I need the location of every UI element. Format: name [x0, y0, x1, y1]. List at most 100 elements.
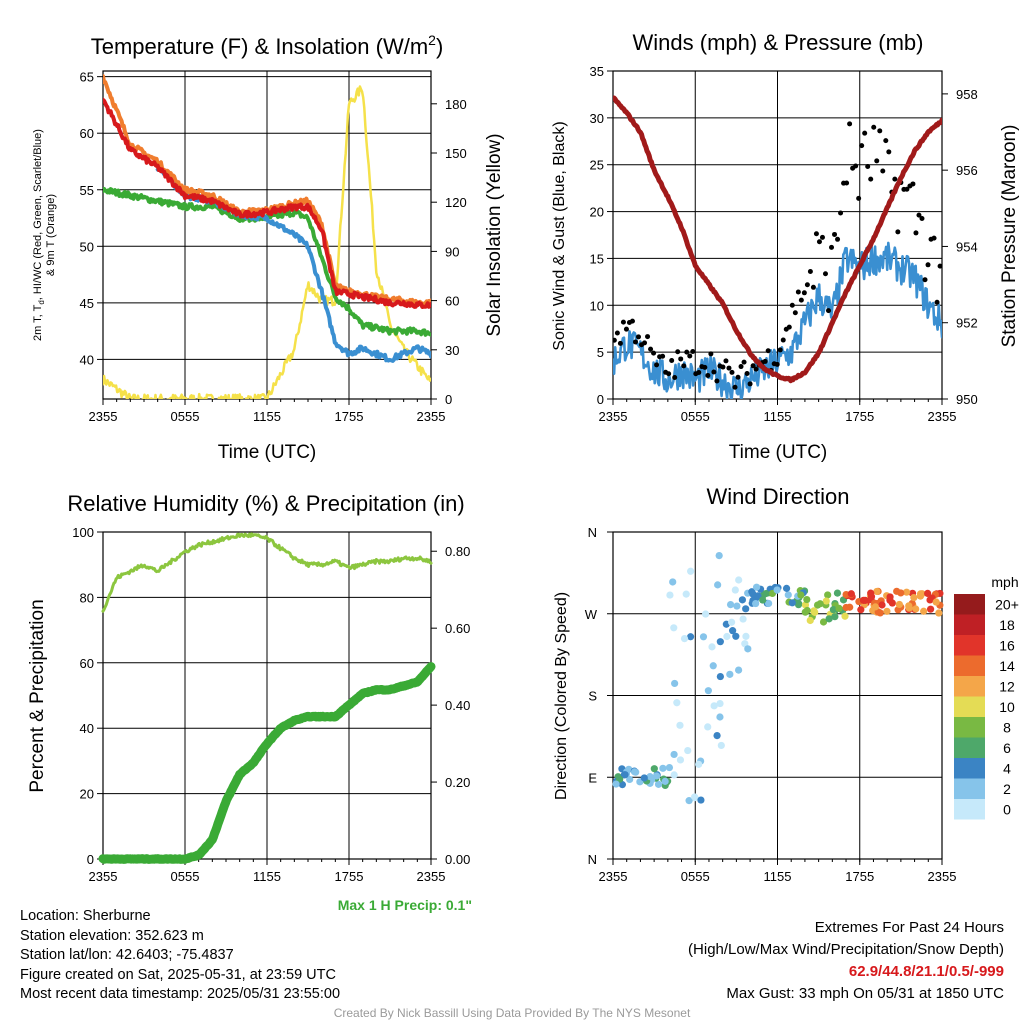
pressure-ytick-label: 958 — [956, 87, 978, 102]
direction-point — [916, 590, 925, 598]
elevation-text: Station elevation: 352.623 m — [20, 927, 204, 944]
insolation-ytick-label: 60 — [445, 294, 459, 309]
gust-point — [810, 284, 816, 290]
gust-point — [654, 362, 660, 368]
legend-swatch — [954, 737, 985, 758]
wind-y-label: Sonic Wind & Gust (Blue, Black) — [551, 121, 568, 350]
direction-point — [733, 602, 741, 610]
direction-point — [910, 593, 918, 602]
direction-point — [744, 645, 752, 653]
direction-point — [666, 591, 674, 599]
gust-point — [883, 138, 889, 144]
dir-xtick-label: 1155 — [764, 869, 792, 884]
created-text: Figure created on Sat, 2025-05-31, at 23… — [20, 966, 336, 983]
gust-point — [825, 308, 831, 314]
gust-point — [747, 381, 753, 387]
direction-point — [714, 581, 722, 589]
humidity-y-label: Percent & Precipitation — [27, 599, 48, 792]
direction-y-label: Direction (Colored By Speed) — [553, 592, 570, 800]
direction-point — [640, 774, 648, 782]
dir-ytick-label: S — [588, 689, 597, 704]
temp-plot-area — [103, 74, 431, 399]
direction-point — [867, 589, 875, 597]
direction-point — [704, 687, 712, 695]
max-gust-text: Max Gust: 33 mph On 05/31 at 1850 UTC — [726, 985, 1004, 1002]
gust-point — [672, 375, 678, 381]
gust-point — [762, 358, 768, 364]
direction-point — [857, 606, 865, 614]
gust-point — [613, 337, 617, 343]
legend-swatch — [954, 799, 985, 820]
direction-point — [626, 775, 634, 784]
direction-point — [732, 632, 740, 640]
gust-point — [681, 363, 687, 369]
temperature-x-label: Time (UTC) — [218, 442, 317, 463]
gust-point — [729, 369, 735, 375]
direction-point — [670, 624, 678, 632]
station-info: Location: Sherburne Station elevation: 3… — [20, 907, 340, 1005]
direction-point — [728, 618, 736, 626]
direction-point — [803, 606, 811, 615]
rh-ytick-label: 0 — [87, 852, 94, 867]
direction-point — [697, 796, 705, 804]
gust-point — [669, 357, 675, 363]
pressure-y-label: Station Pressure (Maroon) — [999, 125, 1020, 348]
direction-point — [816, 600, 824, 608]
direction-point — [935, 609, 943, 617]
direction-point — [878, 601, 886, 609]
precip-ytick-label: 0.40 — [445, 698, 470, 713]
legend-label: 0 — [1003, 801, 1011, 817]
direction-point — [801, 601, 810, 609]
credit-text: Created By Nick Bassill Using Data Provi… — [333, 1006, 691, 1020]
insolation-ytick-label: 120 — [445, 195, 467, 210]
direction-point — [710, 702, 718, 710]
precip-ytick-label: 0.60 — [445, 621, 470, 636]
gust-point — [904, 186, 910, 192]
gust-point — [862, 130, 868, 136]
direction-point — [846, 603, 854, 611]
direction-point — [742, 605, 750, 613]
gust-point — [819, 234, 825, 240]
direction-point — [742, 632, 750, 640]
gust-point — [859, 143, 865, 149]
gust-point — [690, 348, 696, 354]
direction-point — [618, 781, 626, 789]
temp-2m-line — [103, 97, 431, 309]
latlon-text: Station lat/lon: 42.6403; -75.4837 — [20, 947, 234, 963]
precip-ytick-label: 0.80 — [445, 544, 470, 559]
direction-point — [715, 551, 723, 560]
temp-xtick-label: 0555 — [171, 409, 200, 424]
gust-point — [765, 348, 771, 354]
precipitation-line — [98, 662, 436, 864]
direction-point — [819, 618, 828, 626]
gust-point — [892, 176, 898, 182]
direction-point — [676, 721, 684, 729]
direction-point — [680, 634, 689, 643]
gust-point — [910, 181, 916, 187]
legend-label: 16 — [999, 637, 1015, 653]
gust-point — [777, 347, 783, 353]
direction-point — [752, 583, 761, 591]
humidity-title: Relative Humidity (%) & Precipitation (i… — [67, 491, 464, 516]
gust-point — [687, 353, 693, 359]
rh-xtick-label: 1755 — [335, 869, 364, 884]
dir-frame — [612, 531, 943, 860]
gust-point — [877, 128, 883, 134]
direction-point — [673, 699, 681, 707]
direction-point — [671, 679, 679, 688]
legend-swatch — [954, 594, 985, 615]
gust-point — [786, 324, 792, 330]
extremes-title: Extremes For Past 24 Hours — [814, 919, 1004, 936]
dir-xtick-label: 0555 — [681, 869, 710, 884]
gust-point — [807, 269, 813, 275]
direction-point — [739, 615, 747, 623]
gust-point — [838, 210, 844, 216]
gust-point — [617, 340, 623, 346]
direction-point — [782, 584, 791, 592]
insolation-ytick-label: 0 — [445, 392, 452, 407]
direction-point — [920, 607, 928, 615]
wind-xtick-label: 2355 — [599, 409, 628, 424]
direction-title: Wind Direction — [706, 484, 849, 509]
location-text: Location: Sherburne — [20, 908, 151, 924]
